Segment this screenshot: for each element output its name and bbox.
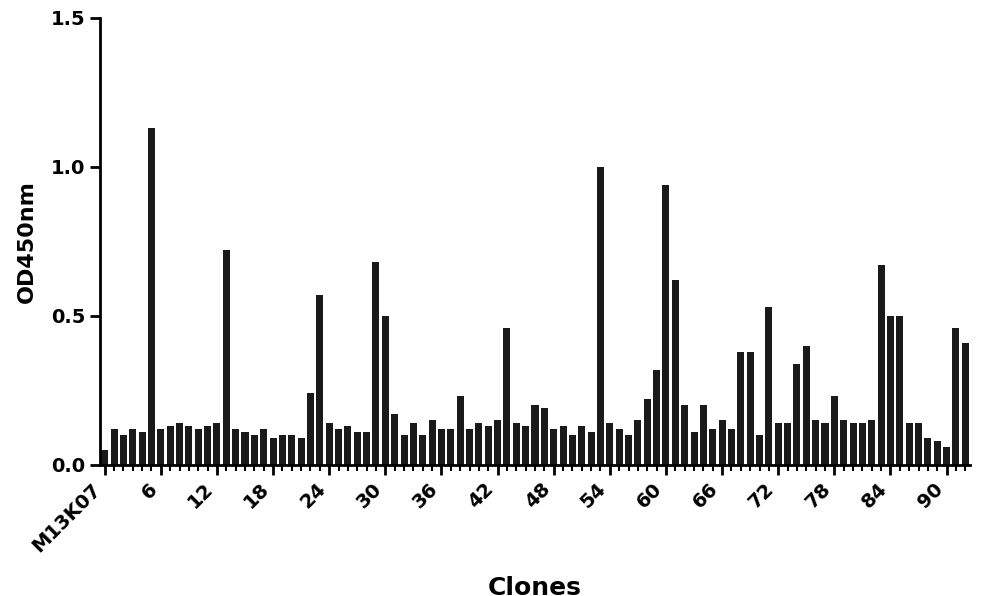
Bar [185, 426, 192, 465]
Bar [139, 432, 146, 465]
Bar [541, 408, 548, 465]
Bar [812, 420, 819, 465]
Bar [691, 432, 698, 465]
Bar [316, 295, 323, 465]
Bar [887, 316, 894, 465]
Bar [167, 426, 174, 465]
Bar [372, 262, 379, 465]
Bar [354, 432, 361, 465]
Bar [335, 429, 342, 465]
X-axis label: Clones: Clones [488, 576, 582, 596]
Bar [288, 435, 295, 465]
Bar [784, 423, 791, 465]
Bar [915, 423, 922, 465]
Bar [111, 429, 118, 465]
Bar [447, 429, 454, 465]
Bar [868, 420, 875, 465]
Bar [466, 429, 473, 465]
Y-axis label: OD450nm: OD450nm [17, 180, 37, 303]
Bar [176, 423, 183, 465]
Bar [475, 423, 482, 465]
Bar [241, 432, 249, 465]
Bar [270, 438, 277, 465]
Bar [775, 423, 782, 465]
Bar [213, 423, 220, 465]
Bar [410, 423, 417, 465]
Bar [616, 429, 623, 465]
Bar [747, 352, 754, 465]
Bar [709, 429, 716, 465]
Bar [513, 423, 520, 465]
Bar [494, 420, 501, 465]
Bar [896, 316, 903, 465]
Bar [934, 441, 941, 465]
Bar [457, 396, 464, 465]
Bar [850, 423, 857, 465]
Bar [232, 429, 239, 465]
Bar [522, 426, 529, 465]
Bar [101, 450, 108, 465]
Bar [550, 429, 557, 465]
Bar [653, 370, 660, 465]
Bar [859, 423, 866, 465]
Bar [382, 316, 389, 465]
Bar [307, 393, 314, 465]
Bar [634, 420, 641, 465]
Bar [363, 432, 370, 465]
Bar [503, 328, 510, 465]
Bar [588, 432, 595, 465]
Bar [793, 364, 800, 465]
Bar [344, 426, 351, 465]
Bar [298, 438, 305, 465]
Bar [260, 429, 267, 465]
Bar [662, 185, 669, 465]
Bar [728, 429, 735, 465]
Bar [952, 328, 959, 465]
Bar [438, 429, 445, 465]
Bar [129, 429, 136, 465]
Bar [204, 426, 211, 465]
Bar [223, 250, 230, 465]
Bar [672, 280, 679, 465]
Bar [251, 435, 258, 465]
Bar [531, 405, 539, 465]
Bar [803, 346, 810, 465]
Bar [821, 423, 829, 465]
Bar [878, 265, 885, 465]
Bar [391, 414, 398, 465]
Bar [279, 435, 286, 465]
Bar [765, 307, 772, 465]
Bar [195, 429, 202, 465]
Bar [419, 435, 426, 465]
Bar [120, 435, 127, 465]
Bar [906, 423, 913, 465]
Bar [569, 435, 576, 465]
Bar [401, 435, 408, 465]
Bar [719, 420, 726, 465]
Bar [756, 435, 763, 465]
Bar [560, 426, 567, 465]
Bar [737, 352, 744, 465]
Bar [700, 405, 707, 465]
Bar [625, 435, 632, 465]
Bar [943, 447, 950, 465]
Bar [148, 128, 155, 465]
Bar [597, 167, 604, 465]
Bar [606, 423, 613, 465]
Bar [681, 405, 688, 465]
Bar [326, 423, 333, 465]
Bar [429, 420, 436, 465]
Bar [485, 426, 492, 465]
Bar [578, 426, 585, 465]
Bar [924, 438, 931, 465]
Bar [962, 343, 969, 465]
Bar [840, 420, 847, 465]
Bar [831, 396, 838, 465]
Bar [157, 429, 164, 465]
Bar [644, 399, 651, 465]
